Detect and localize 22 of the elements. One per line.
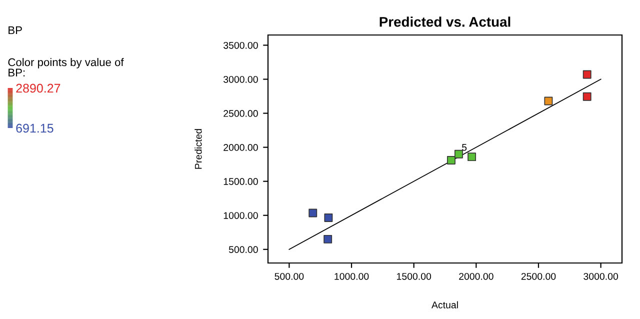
text: BP — [8, 26, 22, 34]
y-tick-label: 2500.00 — [224, 110, 258, 117]
x-tick-label: 500.00 — [274, 272, 304, 280]
x-tick-label: 1500.00 — [397, 272, 432, 280]
color-bar-label: 691.15 — [16, 124, 54, 133]
point — [544, 96, 553, 106]
y-tick-label: 3500.00 — [224, 42, 258, 49]
y-tick-label: 1000.00 — [224, 212, 258, 219]
x-tick-label: 1000.00 — [334, 272, 369, 280]
chart-title: Predicted vs. Actual — [380, 16, 510, 27]
color-bar-label: 2890.27 — [16, 84, 60, 93]
y-tick-label: 3000.00 — [224, 76, 258, 83]
text: Color points by value of BP: — [8, 58, 124, 76]
y-tick-label: 2000.00 — [224, 144, 258, 151]
x-axis-title: Actual — [432, 301, 458, 308]
y-tick-label: 500.00 — [228, 246, 258, 254]
annotation: 5 — [462, 144, 467, 151]
y-tick-label: 1500.00 — [224, 178, 258, 185]
x-tick-label: 2500.00 — [521, 272, 556, 280]
x-tick-label: 3000.00 — [584, 272, 618, 280]
x-tick-label: 2000.00 — [459, 272, 494, 280]
y-axis-title: Predicted — [194, 129, 202, 169]
